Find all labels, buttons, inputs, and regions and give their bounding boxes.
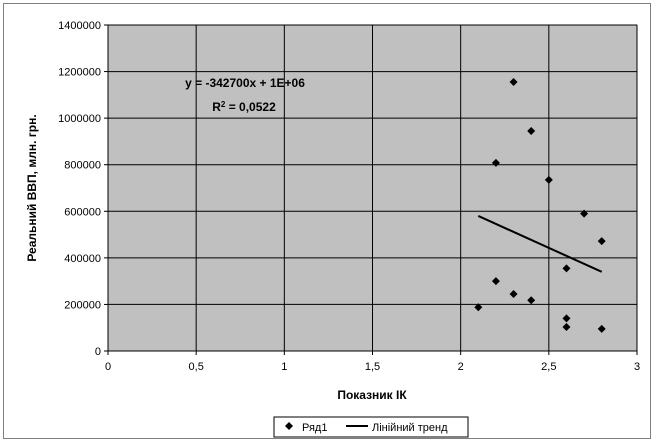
scatter-point (562, 264, 571, 273)
r-squared-sup: 2 (221, 100, 226, 109)
scatter-point (527, 296, 536, 305)
y-tick-label: 0 (95, 346, 101, 358)
r-squared-prefix: R (212, 100, 221, 114)
trendline-layer (477, 215, 603, 273)
scatter-point (491, 158, 500, 167)
x-tick-label: 2 (458, 361, 464, 373)
legend-diamond-marker (285, 422, 293, 430)
x-axis-title: Показник ІК (337, 388, 407, 402)
scatter-point (509, 289, 518, 298)
legend-series-label: Ряд1 (302, 422, 327, 434)
scatter-point (580, 209, 589, 218)
r-squared-label: R2 = 0,0522 (212, 100, 276, 115)
y-tick-label: 1200000 (58, 67, 101, 79)
x-tick-label: 3 (634, 361, 640, 373)
scatter-point (597, 324, 606, 333)
r-squared-value: = 0,0522 (225, 100, 276, 114)
y-tick-label: 1000000 (58, 113, 101, 125)
y-tick-label: 200000 (64, 299, 101, 311)
scatter-points (474, 78, 606, 333)
x-tick-label: 1 (281, 361, 287, 373)
scatter-point (597, 237, 606, 246)
legend: Ряд1 Лінійний тренд (273, 416, 469, 438)
scatter-point (474, 303, 483, 312)
y-tick-label: 400000 (64, 253, 101, 265)
y-axis-title: Реальний ВВП, млн. грн. (25, 114, 39, 261)
scatter-point (509, 78, 518, 87)
grid-lines (104, 24, 638, 355)
legend-box (273, 416, 469, 438)
y-tick-labels: 0 200000 400000 600000 800000 1000000 1200000 1… (58, 20, 101, 358)
scatter-point (544, 175, 553, 184)
trend-equation: y = -342700x + 1E+06 (185, 76, 305, 90)
scatter-point (562, 314, 571, 323)
x-tick-label: 0 (105, 361, 111, 373)
scatter-point (527, 126, 536, 135)
trendline (477, 215, 603, 273)
y-tick-label: 1400000 (58, 20, 101, 32)
scatter-point (491, 277, 500, 286)
y-tick-label: 600000 (64, 206, 101, 218)
y-tick-label: 800000 (64, 160, 101, 172)
x-tick-label: 0,5 (189, 361, 204, 373)
legend-trend-label: Лінійний тренд (372, 422, 448, 434)
x-tick-labels: 0 0,5 1 1,5 2 2,5 3 (105, 361, 640, 373)
x-tick-label: 1,5 (365, 361, 380, 373)
x-tick-label: 2,5 (541, 361, 556, 373)
scatter-point (562, 323, 571, 332)
